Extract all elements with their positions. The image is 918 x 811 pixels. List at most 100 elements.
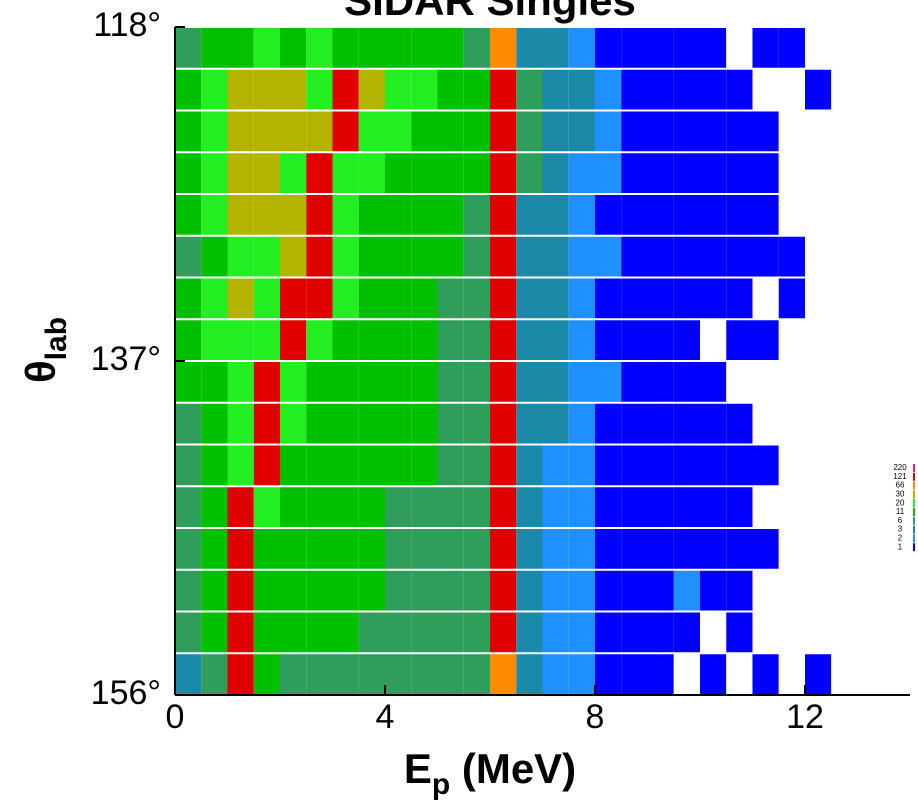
cell: [595, 28, 622, 68]
cell: [621, 195, 648, 235]
cell: [805, 403, 832, 444]
cell: [857, 278, 884, 319]
cell: [306, 654, 333, 694]
cell: [726, 403, 753, 444]
cell: [673, 529, 700, 569]
cell: [490, 320, 517, 360]
cell: [726, 487, 753, 527]
cell: [175, 654, 202, 694]
cell: [726, 195, 753, 235]
cell: [831, 487, 858, 527]
cell: [542, 236, 569, 277]
legend-label: 220: [893, 463, 907, 472]
cell: [280, 236, 307, 277]
cell: [175, 69, 202, 110]
cell: [437, 403, 464, 444]
cell: [752, 153, 779, 193]
cell: [385, 612, 412, 653]
cell: [227, 570, 254, 611]
cell: [358, 362, 385, 402]
cell: [358, 28, 385, 68]
cell: [385, 403, 412, 444]
cell: [385, 570, 412, 611]
cell: [201, 403, 228, 444]
cell: [568, 612, 595, 653]
cell: [805, 487, 832, 527]
cell: [778, 403, 805, 444]
cell: [175, 612, 202, 653]
cell: [516, 362, 543, 402]
cell: [253, 654, 280, 694]
cell: [752, 111, 779, 152]
cell: [385, 654, 412, 694]
cell: [673, 28, 700, 68]
cell: [883, 654, 910, 694]
cell: [227, 195, 254, 235]
cell: [253, 362, 280, 402]
cell: [778, 570, 805, 611]
cell: [253, 487, 280, 527]
cell: [253, 529, 280, 569]
cell: [726, 362, 753, 402]
cell: [280, 445, 307, 486]
cell: [227, 153, 254, 193]
cell: [437, 362, 464, 402]
cell: [358, 278, 385, 319]
cell: [647, 28, 674, 68]
cell: [306, 445, 333, 486]
cell: [175, 320, 202, 360]
cell: [516, 28, 543, 68]
legend-label: 6: [898, 516, 903, 525]
cell: [726, 529, 753, 569]
cell: [175, 153, 202, 193]
cell: [831, 570, 858, 611]
cell: [411, 320, 438, 360]
cell: [306, 362, 333, 402]
cell: [778, 69, 805, 110]
cell: [805, 195, 832, 235]
cell: [280, 487, 307, 527]
cell: [857, 445, 884, 486]
y-label-sub: lab: [40, 317, 73, 360]
cell: [411, 195, 438, 235]
cell: [726, 69, 753, 110]
cell: [280, 69, 307, 110]
cell: [253, 28, 280, 68]
legend-label: 20: [896, 498, 905, 507]
cell: [647, 445, 674, 486]
x-label-sub: p: [432, 768, 450, 801]
cell: [700, 445, 727, 486]
cell: [490, 570, 517, 611]
cell: [463, 28, 490, 68]
cell: [700, 195, 727, 235]
cell: [227, 529, 254, 569]
cell: [437, 111, 464, 152]
cell: [463, 320, 490, 360]
cell: [463, 195, 490, 235]
cell: [542, 69, 569, 110]
cell: [542, 111, 569, 152]
cell: [857, 236, 884, 277]
cell: [332, 487, 359, 527]
cell: [516, 111, 543, 152]
cell: [883, 362, 910, 402]
cell: [306, 236, 333, 277]
cell: [831, 320, 858, 360]
cell: [175, 362, 202, 402]
cell: [358, 236, 385, 277]
cell: [857, 529, 884, 569]
cell: [831, 612, 858, 653]
cell: [726, 612, 753, 653]
cell: [726, 570, 753, 611]
cell: [831, 278, 858, 319]
cell: [175, 236, 202, 277]
y-label-main: θ: [17, 360, 64, 383]
cell: [778, 445, 805, 486]
cell: [883, 195, 910, 235]
cell: [332, 111, 359, 152]
cell: [857, 28, 884, 68]
legend-label: 2: [898, 534, 903, 543]
cell: [673, 69, 700, 110]
cell: [568, 445, 595, 486]
